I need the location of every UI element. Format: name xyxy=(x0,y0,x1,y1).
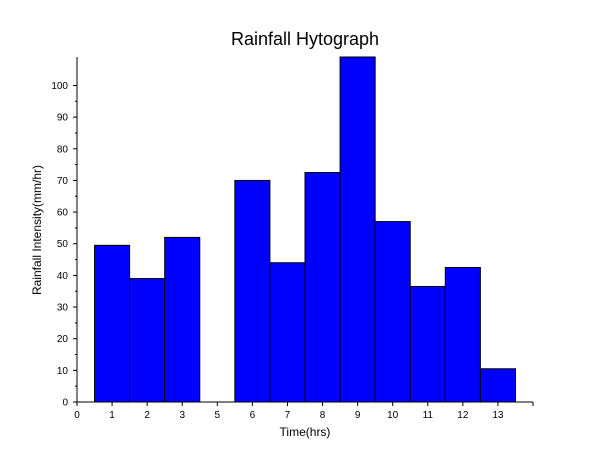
y-axis-title: Rainfall Intensity(mm/hr) xyxy=(30,165,44,295)
x-tick-label: 0 xyxy=(74,410,80,421)
x-tick-label: 10 xyxy=(387,410,399,421)
bar-9 xyxy=(409,285,446,403)
bar-11 xyxy=(479,368,516,403)
x-tick-label: 5 xyxy=(215,410,221,421)
x-tick-label: 2 xyxy=(144,410,150,421)
x-tick-label: 9 xyxy=(355,410,361,421)
y-tick-label: 80 xyxy=(57,144,69,155)
bars-layer xyxy=(94,56,516,403)
x-tick-label: 7 xyxy=(285,410,291,421)
y-tick-label: 70 xyxy=(57,176,69,187)
y-tick-label: 90 xyxy=(57,113,69,124)
y-tick-label: 50 xyxy=(57,239,69,250)
y-tick-label: 0 xyxy=(62,398,68,409)
bar-2 xyxy=(129,278,166,403)
y-tick-label: 10 xyxy=(57,366,69,377)
bar-8 xyxy=(374,221,411,403)
y-tick-label: 30 xyxy=(57,303,69,314)
x-tick-label: 8 xyxy=(320,410,326,421)
x-axis-title: Time(hrs) xyxy=(280,425,331,439)
x-tick-label: 13 xyxy=(492,410,504,421)
x-tick-label: 1 xyxy=(109,410,115,421)
x-tick-label: 12 xyxy=(457,410,469,421)
bar-7 xyxy=(339,56,376,403)
bar-6 xyxy=(304,172,341,403)
chart-title: Rainfall Hytograph xyxy=(231,29,379,49)
y-tick-label: 100 xyxy=(51,81,68,92)
bar-10 xyxy=(444,266,481,403)
y-tick-label: 40 xyxy=(57,271,69,282)
y-tick-label: 20 xyxy=(57,334,69,345)
x-tick-label: 11 xyxy=(423,410,434,421)
x-tick-label: 6 xyxy=(250,410,256,421)
y-tick-label: 60 xyxy=(57,208,69,219)
bar-5 xyxy=(269,262,306,403)
bar-4 xyxy=(234,179,271,403)
bar-1 xyxy=(94,244,131,403)
x-tick-label: 3 xyxy=(179,410,185,421)
bar-3 xyxy=(164,236,201,403)
